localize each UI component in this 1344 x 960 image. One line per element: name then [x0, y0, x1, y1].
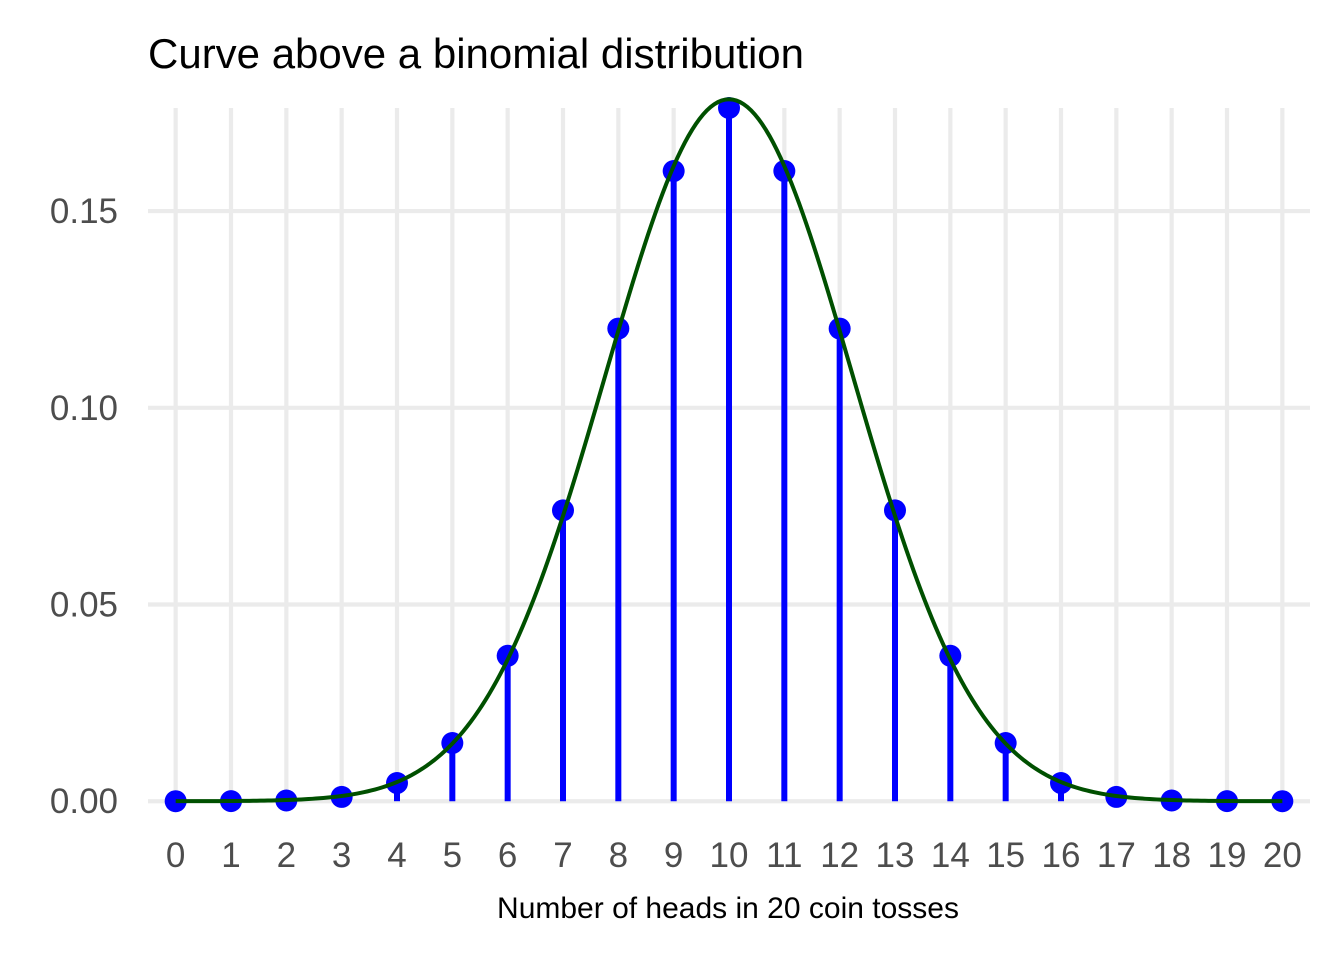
y-tick-label: 0.15: [50, 192, 118, 231]
x-tick-label: 0: [166, 836, 185, 875]
x-tick-label: 20: [1263, 836, 1302, 875]
x-tick-label: 14: [931, 836, 970, 875]
y-tick-label: 0.05: [50, 586, 118, 625]
chart-title: Curve above a binomial distribution: [148, 30, 804, 77]
x-tick-label: 9: [664, 836, 683, 875]
y-tick-label: 0.00: [50, 782, 118, 821]
x-tick-label: 6: [498, 836, 517, 875]
x-tick-label: 2: [277, 836, 296, 875]
x-axis-title: Number of heads in 20 coin tosses: [497, 892, 959, 925]
density-curve-layer: [175, 97, 1283, 804]
x-tick-label: 18: [1152, 836, 1191, 875]
x-tick-label: 1: [221, 836, 240, 875]
x-tick-label: 13: [876, 836, 915, 875]
data-point: [164, 790, 187, 813]
x-tick-label: 4: [387, 836, 406, 875]
x-tick-label: 17: [1097, 836, 1136, 875]
data-point: [718, 97, 740, 120]
x-tick-label: 15: [986, 836, 1025, 875]
x-tick-label: 10: [710, 836, 749, 875]
density-curve: [175, 97, 1283, 804]
x-tick-label: 8: [609, 836, 628, 875]
x-axis-ticks: 0 1 2 3 4 5 6 7 8 9 10 11 12 13 14 15 16 17 18 19 20: [166, 836, 1302, 875]
x-tick-label: 7: [553, 836, 572, 875]
data-point: [1271, 790, 1294, 813]
y-tick-label: 0.10: [50, 389, 118, 428]
y-axis-ticks: 0.00 0.05 0.10 0.15: [50, 192, 118, 821]
x-tick-label: 19: [1208, 836, 1247, 875]
x-tick-label: 16: [1042, 836, 1081, 875]
x-tick-label: 3: [332, 836, 351, 875]
x-tick-label: 5: [443, 836, 462, 875]
x-tick-label: 12: [820, 836, 859, 875]
x-tick-label: 11: [766, 836, 802, 875]
